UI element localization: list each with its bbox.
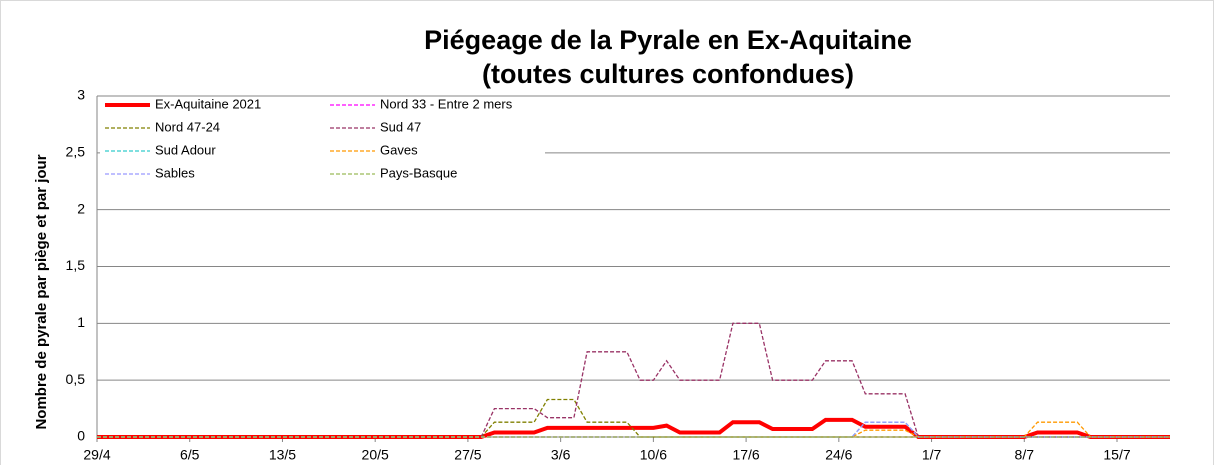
chart-subtitle: (toutes cultures confondues) [482,59,854,89]
legend-label: Sables [155,165,195,180]
y-axis-label: Nombre de pyrale par piège et par jour [33,154,50,429]
x-tick-label: 13/5 [269,447,296,463]
y-tick-label: 0 [77,428,85,444]
x-tick-label: 10/6 [640,447,667,463]
x-tick-label: 24/6 [825,447,852,463]
x-tick-label: 6/5 [180,447,200,463]
legend-background [100,98,545,184]
chart-title: Piégeage de la Pyrale en Ex-Aquitaine [424,25,912,55]
legend-label: Pays-Basque [380,165,457,180]
x-tick-label: 29/4 [83,447,110,463]
x-tick-label: 1/7 [922,447,942,463]
legend-label: Sud 47 [380,119,421,134]
legend-label: Gaves [380,142,418,157]
x-tick-label: 27/5 [454,447,481,463]
x-tick-label: 15/7 [1103,447,1130,463]
y-tick-label: 1,5 [66,257,86,273]
y-tick-label: 2 [77,200,85,216]
y-tick-label: 0,5 [66,371,86,387]
x-tick-label: 8/7 [1015,447,1035,463]
x-tick-label: 20/5 [362,447,389,463]
series-line [97,322,1170,438]
y-tick-label: 1 [77,314,85,330]
y-tick-label: 2,5 [66,144,86,160]
legend-label: Sud Adour [155,142,216,157]
y-tick-label: 3 [77,87,85,103]
x-tick-label: 17/6 [732,447,759,463]
x-tick-label: 3/6 [551,447,571,463]
legend-label: Ex-Aquitaine 2021 [155,96,261,111]
legend-label: Nord 33 - Entre 2 mers [380,96,513,111]
legend-label: Nord 47-24 [155,119,220,134]
